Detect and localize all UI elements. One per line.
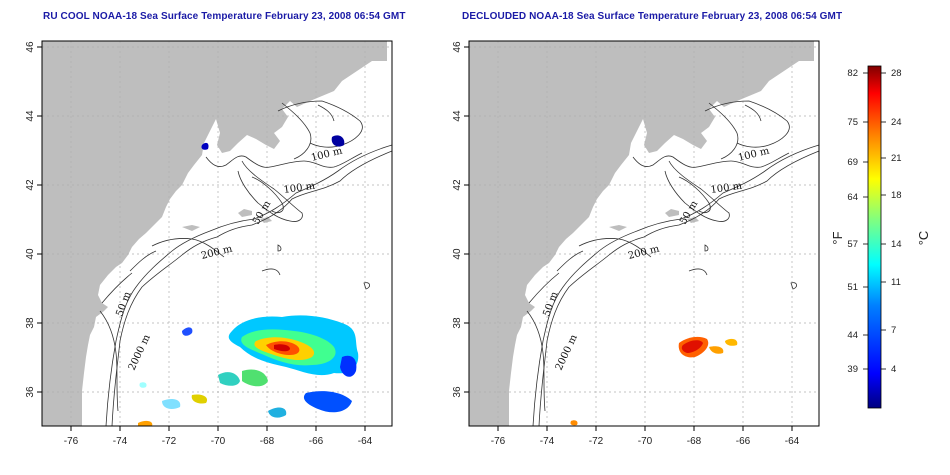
- x-tick-label: -72: [162, 436, 177, 447]
- x-tick-label: -70: [211, 436, 226, 447]
- y-tick-label: 38: [452, 317, 463, 329]
- right-x-axis: [497, 426, 793, 431]
- x-tick-label: -74: [540, 436, 555, 447]
- y-tick-label: 40: [25, 248, 36, 260]
- celsius-tick: 18: [891, 190, 902, 201]
- fahrenheit-tick: 51: [847, 282, 858, 293]
- fahrenheit-tick: 64: [847, 192, 858, 203]
- colorbar: 82 75 69 64 57 51 44 39 28 24 21 18 14 1…: [830, 65, 931, 409]
- y-tick-label: 44: [25, 110, 36, 122]
- x-tick-label: -64: [358, 436, 373, 447]
- sst-pixels-raw: [138, 135, 359, 426]
- x-tick-label: -70: [638, 436, 653, 447]
- fahrenheit-tick: 57: [847, 239, 858, 250]
- right-y-tick-labels: 46 44 42 40 38 36: [452, 41, 463, 398]
- x-tick-label: -66: [309, 436, 324, 447]
- y-tick-label: 38: [25, 317, 36, 329]
- right-map-title: DECLOUDED NOAA-18 Sea Surface Temperatur…: [462, 11, 843, 22]
- x-tick-label: -72: [589, 436, 604, 447]
- right-y-axis: [464, 46, 469, 393]
- x-tick-label: -76: [64, 436, 79, 447]
- y-tick-label: 46: [25, 41, 36, 53]
- fahrenheit-tick: 75: [847, 117, 858, 128]
- x-tick-label: -68: [260, 436, 275, 447]
- sst-pixels-declouded: [570, 336, 738, 426]
- left-map: 100 m 100 m 50 m 200 m 50 m 2000 m: [41, 40, 393, 427]
- left-x-axis: [70, 426, 366, 431]
- celsius-tick: 24: [891, 117, 902, 128]
- left-y-axis: [37, 46, 42, 393]
- y-tick-label: 46: [452, 41, 463, 53]
- contour-label-100m-south: 100 m: [283, 181, 316, 196]
- left-x-tick-labels: -76 -74 -72 -70 -68 -66 -64: [64, 436, 373, 447]
- x-tick-label: -64: [785, 436, 800, 447]
- y-tick-label: 42: [25, 179, 36, 191]
- fahrenheit-unit-label: °F: [830, 231, 845, 244]
- y-tick-label: 36: [25, 386, 36, 398]
- y-tick-label: 42: [452, 179, 463, 191]
- x-tick-label: -74: [113, 436, 128, 447]
- celsius-tick: 28: [891, 68, 902, 79]
- celsius-tick: 14: [891, 239, 902, 250]
- left-map-title: RU COOL NOAA-18 Sea Surface Temperature …: [43, 11, 406, 22]
- fahrenheit-tick: 82: [847, 68, 858, 79]
- y-tick-label: 36: [452, 386, 463, 398]
- y-tick-label: 40: [452, 248, 463, 260]
- fahrenheit-tick: 39: [847, 364, 858, 375]
- y-tick-label: 44: [452, 110, 463, 122]
- contour-label-100m-south: 100 m: [710, 181, 743, 196]
- celsius-tick: 21: [891, 153, 902, 164]
- right-x-tick-labels: -76 -74 -72 -70 -68 -66 -64: [491, 436, 800, 447]
- fahrenheit-tick: 44: [847, 330, 858, 341]
- celsius-unit-label: °C: [916, 231, 931, 246]
- celsius-tick: 11: [891, 277, 901, 288]
- grid-lines: [469, 41, 819, 426]
- left-y-tick-labels: 46 44 42 40 38 36: [25, 41, 36, 398]
- celsius-tick: 4: [891, 364, 896, 375]
- x-tick-label: -66: [736, 436, 751, 447]
- fahrenheit-tick: 69: [847, 157, 858, 168]
- right-map: 100 m 100 m 50 m 200 m 50 m 2000 m: [468, 40, 820, 427]
- x-tick-label: -68: [687, 436, 702, 447]
- celsius-tick: 7: [891, 325, 896, 336]
- colorbar-gradient: [867, 65, 882, 409]
- x-tick-label: -76: [491, 436, 506, 447]
